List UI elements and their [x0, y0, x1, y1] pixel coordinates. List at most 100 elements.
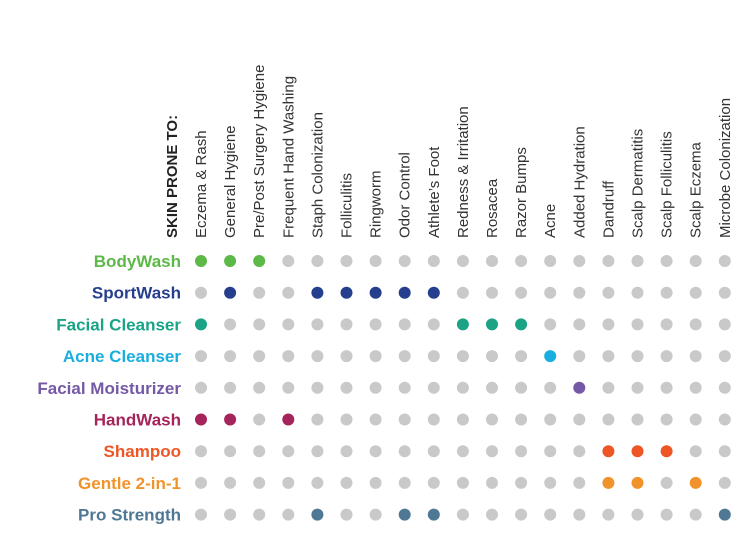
dot-inactive [427, 381, 440, 394]
dot-active [515, 318, 528, 331]
dot-inactive [398, 476, 411, 489]
dot-inactive [515, 508, 528, 521]
dot-inactive [573, 476, 586, 489]
dot-inactive [689, 381, 702, 394]
dot-inactive [311, 350, 324, 363]
dot-inactive [369, 255, 382, 267]
skin-prone-to-header: SKIN PRONE TO: [164, 115, 181, 238]
dot-inactive [311, 413, 324, 426]
dot-active [486, 318, 498, 331]
dot-inactive [427, 255, 440, 267]
dot-active [544, 350, 557, 363]
dot-inactive [398, 318, 411, 331]
dot-inactive [253, 445, 266, 458]
dot-inactive [195, 350, 207, 363]
dot-inactive [718, 318, 731, 331]
dot-inactive [602, 286, 615, 299]
column-label: Scalp Folliculitis [659, 131, 676, 238]
dot-inactive [515, 255, 528, 267]
dot-inactive [311, 318, 324, 331]
dot-active [195, 318, 207, 331]
dot-inactive [369, 381, 382, 394]
dot-inactive [573, 318, 586, 331]
dot-inactive [660, 318, 673, 331]
dot-active [253, 255, 266, 267]
dot-inactive [718, 445, 731, 458]
dot-inactive [602, 381, 615, 394]
dot-inactive [515, 476, 528, 489]
dot-inactive [486, 350, 498, 363]
dot-inactive [427, 318, 440, 331]
row-label: Facial Cleanser [56, 315, 181, 334]
column-label: Frequent Hand Washing [280, 76, 297, 238]
dot-inactive [602, 508, 615, 521]
dot-inactive [340, 413, 353, 426]
dot-inactive [660, 476, 673, 489]
row-label: HandWash [94, 411, 181, 430]
dot-inactive [515, 445, 528, 458]
dot-inactive [515, 413, 528, 426]
dot-inactive [544, 318, 557, 331]
dot-inactive [398, 413, 411, 426]
dot-inactive [718, 350, 731, 363]
dot-inactive [456, 476, 469, 489]
dot-inactive [282, 508, 295, 521]
dot-inactive [282, 318, 295, 331]
dot-inactive [224, 381, 237, 394]
dot-active [398, 508, 411, 521]
dot-active [631, 476, 644, 489]
dot-inactive [631, 350, 644, 363]
dot-inactive [456, 445, 469, 458]
dot-inactive [486, 476, 498, 489]
dot-inactive [311, 381, 324, 394]
dot-active [456, 318, 469, 331]
column-label: Added Hydration [571, 126, 588, 238]
dot-inactive [689, 318, 702, 331]
column-label: Redness & Irritation [455, 106, 472, 238]
dot-active [573, 381, 586, 394]
row-label: SportWash [92, 284, 181, 303]
dot-active [224, 413, 237, 426]
dot-inactive [456, 255, 469, 267]
dot-inactive [340, 318, 353, 331]
dot-inactive [660, 413, 673, 426]
dot-active [224, 286, 237, 299]
dot-inactive [689, 350, 702, 363]
dot-inactive [369, 318, 382, 331]
dot-inactive [253, 318, 266, 331]
dot-inactive [456, 381, 469, 394]
dot-active [398, 286, 411, 299]
dot-active [718, 508, 731, 521]
dot-inactive [398, 445, 411, 458]
row-label: Pro Strength [78, 506, 181, 525]
dot-inactive [224, 508, 237, 521]
dot-inactive [195, 445, 207, 458]
dot-inactive [253, 381, 266, 394]
dot-inactive [718, 255, 731, 267]
dot-inactive [369, 508, 382, 521]
dot-inactive [195, 508, 207, 521]
dot-inactive [689, 445, 702, 458]
dot-inactive [544, 381, 557, 394]
dot-inactive [340, 255, 353, 267]
dot-inactive [631, 413, 644, 426]
dot-active [427, 508, 440, 521]
dot-inactive [689, 508, 702, 521]
column-label: Odor Control [397, 152, 414, 238]
dot-inactive [195, 476, 207, 489]
dot-inactive [602, 255, 615, 267]
dot-inactive [369, 476, 382, 489]
dot-inactive [311, 445, 324, 458]
dot-inactive [398, 381, 411, 394]
dot-inactive [602, 350, 615, 363]
dot-inactive [660, 381, 673, 394]
row-label: Gentle 2-in-1 [78, 474, 181, 493]
dot-active [602, 476, 615, 489]
dot-inactive [631, 255, 644, 267]
dot-active [224, 255, 237, 267]
dot-inactive [515, 350, 528, 363]
dot-inactive [340, 381, 353, 394]
row-label: Acne Cleanser [63, 347, 181, 366]
dot-inactive [573, 286, 586, 299]
dot-inactive [282, 350, 295, 363]
